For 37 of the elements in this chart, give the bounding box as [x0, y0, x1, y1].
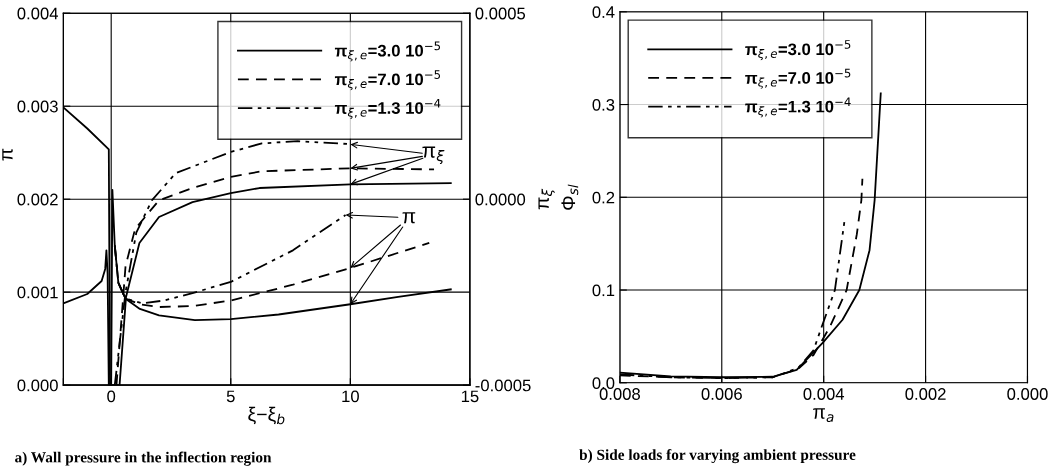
- y2-tick-label: 0.0005: [475, 7, 526, 20]
- x-axis-title: π$_{a}$: [813, 408, 834, 423]
- x-tick-label: 15: [461, 390, 479, 403]
- y-tick-label: 0.0: [592, 377, 615, 389]
- text: a) Wall pressure in the inflection region: [15, 451, 272, 466]
- y-tick-label: 0.3: [592, 98, 615, 111]
- x-tick-label: 0.004: [803, 388, 845, 400]
- y-tick-label: 0.2: [592, 191, 615, 204]
- legend-label: π$_{ξ,e}$=1.3 10$^{−4}$: [334, 98, 441, 119]
- y-tick-label: 0.004: [17, 7, 59, 20]
- x-tick-label: 10: [342, 390, 359, 403]
- y-tick-label: 0.001: [17, 286, 58, 299]
- legend-label: π$_{ξ,e}$=1.3 10$^{−4}$: [745, 97, 851, 118]
- y-tick-label: 0.4: [592, 6, 615, 18]
- x-axis-title: ξ−ξ$_{b}$: [248, 406, 285, 425]
- legend-label: π$_{ξ,e}$=3.0 10$^{−5}$: [334, 41, 441, 62]
- y-tick-label: 0.003: [17, 100, 58, 113]
- annotation: π$_{ξ}$: [422, 146, 445, 165]
- x-tick-label: 0.002: [905, 388, 946, 400]
- y-tick-label: 0.1: [592, 284, 615, 297]
- x-tick-label: 5: [226, 390, 235, 403]
- y-axis-title: Φ$_{sl}$: [561, 184, 579, 210]
- legend-label: π$_{ξ,e}$=7.0 10$^{−5}$: [334, 70, 441, 91]
- x-tick-label: 0.008: [599, 388, 640, 400]
- y-tick-label: 0.000: [17, 379, 58, 392]
- y-tick-label: 0.002: [17, 193, 58, 206]
- legend-label: π$_{ξ,e}$=3.0 10$^{−5}$: [745, 40, 851, 61]
- annotation: π: [402, 212, 416, 224]
- x-tick-label: 0.000: [1007, 388, 1048, 400]
- legend-label: π$_{ξ,e}$=7.0 10$^{−5}$: [745, 68, 851, 89]
- y2-axis-title: π$_{ξ}$: [538, 188, 555, 210]
- y2-tick-label: -0.0005: [475, 379, 531, 392]
- x-tick-label: 0: [107, 390, 116, 403]
- text: b) Side loads for varying ambient pressure: [579, 449, 856, 464]
- x-tick-label: 0.006: [701, 388, 742, 400]
- y-axis-title: π: [2, 148, 13, 161]
- y2-tick-label: 0.0000: [475, 193, 526, 206]
